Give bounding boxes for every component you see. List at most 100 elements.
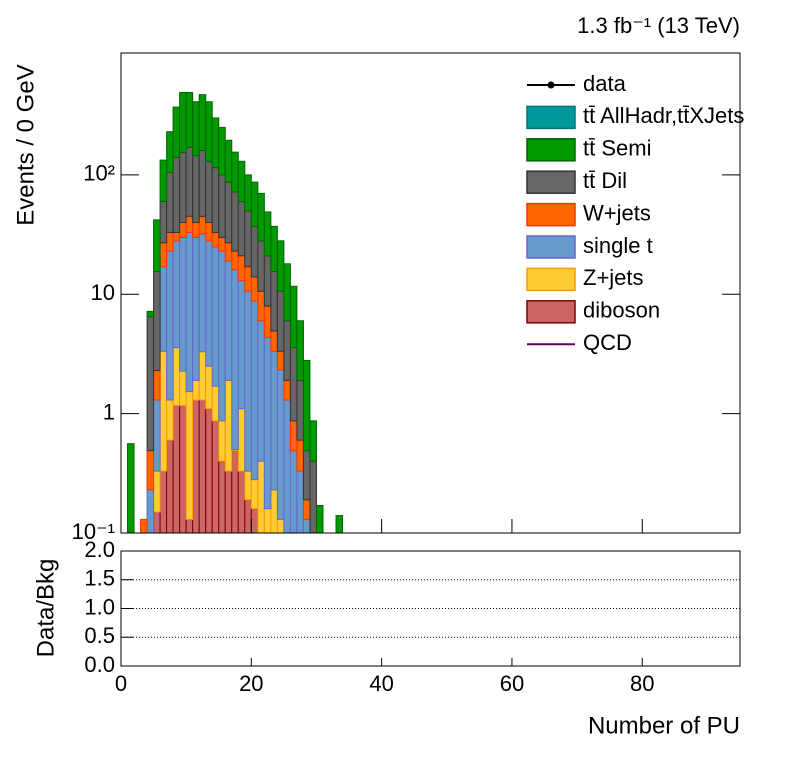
hist-bar xyxy=(185,391,194,520)
hist-bar xyxy=(192,236,200,381)
hist-bar xyxy=(166,399,174,441)
ratio-tick-label: 1.5 xyxy=(84,566,115,591)
hist-bar xyxy=(309,420,317,462)
hist-bar xyxy=(309,460,317,534)
y-axis-title: Events / 0 GeV xyxy=(12,64,39,225)
hist-bar xyxy=(250,276,259,302)
x-tick-label: 60 xyxy=(500,671,524,696)
y-tick-label: 10 xyxy=(91,280,115,305)
hist-bar xyxy=(289,285,298,349)
legend-swatch xyxy=(547,81,555,89)
hist-bar xyxy=(153,369,161,401)
hist-bar xyxy=(250,479,259,510)
hist-bar xyxy=(172,106,181,158)
hist-bar xyxy=(237,255,246,282)
hist-bar xyxy=(224,470,233,534)
hist-bar xyxy=(172,347,181,406)
hist-bar xyxy=(250,181,259,227)
hist-bar xyxy=(283,263,291,322)
hist-bar xyxy=(270,270,278,332)
legend-label: QCD xyxy=(583,330,632,355)
hist-bar xyxy=(257,240,265,292)
hist-bar xyxy=(198,351,207,401)
x-tick-label: 20 xyxy=(239,671,263,696)
hist-bar xyxy=(218,174,226,238)
ratio-tick-label: 2.0 xyxy=(84,537,115,562)
hist-bar xyxy=(192,379,200,401)
hist-bar xyxy=(270,489,278,534)
hist-bar xyxy=(166,171,174,233)
hist-bar xyxy=(205,365,213,410)
hist-bar xyxy=(127,443,135,534)
hist-bar xyxy=(159,200,168,244)
hist-bar xyxy=(257,290,265,322)
hist-bar xyxy=(244,470,252,501)
hist-bar xyxy=(185,215,194,233)
hist-bar xyxy=(263,255,272,307)
hist-bar xyxy=(192,155,200,223)
hist-bar xyxy=(257,192,265,242)
hist-bar xyxy=(302,518,311,534)
legend-swatch xyxy=(526,105,576,130)
hist-bar xyxy=(244,210,252,268)
hist-bar xyxy=(159,350,168,472)
hist-bar xyxy=(296,379,304,441)
hist-bar xyxy=(218,250,226,422)
hist-bar xyxy=(153,399,161,472)
legend-label: W+jets xyxy=(583,200,651,225)
legend-label: Z+jets xyxy=(583,265,644,290)
legend-swatch xyxy=(526,235,576,259)
hist-bar xyxy=(211,231,220,248)
hist-bar xyxy=(270,350,278,491)
hist-bar xyxy=(276,350,285,371)
hist-bar xyxy=(153,271,161,371)
hist-bar xyxy=(276,290,285,352)
hist-bar xyxy=(283,320,291,381)
legend-swatch xyxy=(526,170,576,194)
hist-bar xyxy=(211,117,220,169)
ratio-tick-label: 1.0 xyxy=(84,594,115,619)
hist-bar xyxy=(224,181,233,244)
legend-label: data xyxy=(583,71,627,96)
hist-bar xyxy=(231,191,239,252)
hist-bar xyxy=(224,379,233,472)
hist-bar xyxy=(231,450,239,534)
hist-bar xyxy=(153,511,161,534)
hist-bar xyxy=(270,225,278,272)
hist-bar xyxy=(244,174,252,212)
hist-bar xyxy=(192,101,200,157)
hist-bar xyxy=(263,336,272,510)
hist-bar xyxy=(289,450,298,534)
hist-bar xyxy=(283,379,291,401)
hist-bar xyxy=(224,260,233,381)
hist-bar xyxy=(276,240,285,292)
hist-bar xyxy=(302,359,311,452)
hist-bar xyxy=(250,225,259,278)
hist-bar xyxy=(231,151,239,193)
hist-bar xyxy=(218,236,226,252)
hist-bar xyxy=(302,450,311,501)
hist-bar xyxy=(179,370,187,406)
hist-bar xyxy=(283,399,291,534)
hist-bar xyxy=(153,219,161,273)
legend-swatch xyxy=(526,267,576,292)
hist-bar xyxy=(231,269,239,451)
legend-swatch xyxy=(526,138,576,162)
y-tick-label: 10⁻¹ xyxy=(72,519,115,544)
hist-bar xyxy=(296,320,304,381)
hist-bar xyxy=(211,385,220,422)
hist-bar xyxy=(263,305,272,338)
hist-bar xyxy=(185,92,194,148)
hist-bar xyxy=(166,131,174,173)
hist-bar xyxy=(159,470,168,534)
hist-bar xyxy=(159,159,168,202)
hist-bar xyxy=(276,518,285,534)
hist-bar xyxy=(146,489,155,534)
ratio-tick-label: 0.0 xyxy=(84,652,115,677)
hist-bar xyxy=(185,146,194,217)
hist-bar xyxy=(244,266,252,292)
hist-bar xyxy=(231,250,239,271)
hist-bar xyxy=(218,126,226,176)
legend-label: single t xyxy=(583,233,653,258)
